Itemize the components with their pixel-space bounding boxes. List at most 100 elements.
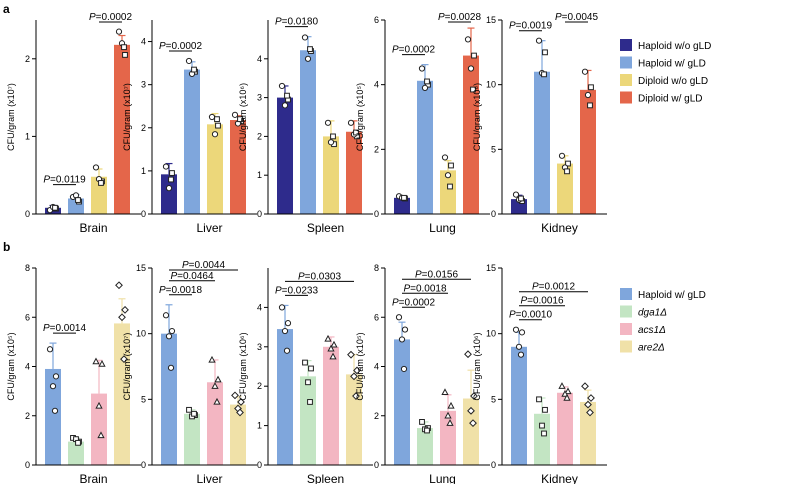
y-axis-label: CFU/gram (x10⁵) [355,332,365,400]
data-point [564,168,570,175]
legend-label: Haploid w/ gLD [638,59,706,70]
p-value-label: P=0.0016 [520,296,564,307]
legend-swatch [620,288,632,300]
bar [394,197,410,214]
data-point [347,119,355,126]
x-axis-label: Brain [79,221,107,235]
data-point [185,57,193,65]
y-tick-label: 8 [25,263,30,273]
data-point [352,392,360,400]
data-point [169,170,175,176]
data-point [517,351,525,358]
data-point [278,304,286,311]
y-tick-label: 0 [374,460,379,470]
panel-letter-b: b [3,240,10,254]
y-tick-label: 0 [491,460,496,470]
x-axis-label: Brain [79,472,107,484]
data-point [563,393,571,401]
y-tick-label: 0 [141,209,146,219]
x-axis-label: Kidney [541,472,578,484]
data-point [92,164,100,171]
bar [161,174,177,214]
bar [580,89,596,214]
bar [68,441,84,465]
data-point [353,129,359,136]
y-axis-label: CFU/gram (x10⁵) [355,83,365,151]
chart-b-brain: 0 2 4 6 8 CFU/gram (x10⁵) Brain P=0.0014 [6,263,141,484]
bar [184,69,200,214]
data-point [419,419,425,425]
data-point [324,119,332,126]
bar [45,368,61,465]
chart-a-kidney: 0 5 10 15 CFU/gram (x10⁶) Kidney P=0.0019P=0.0… [472,12,607,235]
p-value-label: P=0.0119 [43,175,86,186]
data-point [512,191,520,198]
data-point [584,400,592,409]
y-tick-label: 15 [136,263,146,273]
p-value-label: P=0.0180 [275,17,319,28]
data-point [52,373,60,380]
data-point [162,312,170,319]
data-point [213,397,221,405]
data-point [515,343,523,350]
data-point [441,154,449,161]
p-value-label: P=0.0002 [392,45,436,56]
y-axis-label: CFU/gram (x10⁷) [6,83,16,151]
y-tick-label: 0 [491,209,496,219]
bar [184,413,200,465]
data-point [75,197,81,203]
bar [440,410,456,465]
data-point [327,344,335,352]
bar [207,124,223,214]
data-point [98,180,104,186]
data-point [581,382,589,391]
chart-b-kidney: 0 5 10 15 CFU/gram (x10⁶) Kidney P=0.0010 P=0.0… [472,263,607,484]
bar [91,393,107,465]
data-point [565,160,571,167]
y-axis-label: CFU/gram (x10⁷) [122,333,132,401]
data-point [231,111,239,118]
bar [417,80,433,214]
p-value-label: P=0.0012 [532,282,576,293]
y-tick-label: 2 [374,144,379,154]
bar [207,382,223,465]
data-point [558,382,566,389]
y-tick-label: 2 [25,411,30,421]
data-point [448,162,454,169]
data-point [558,152,566,159]
data-point [470,392,478,400]
p-value-label: P=0.0010 [509,310,553,321]
data-point [304,55,312,62]
bar [323,136,339,214]
data-point [211,382,219,389]
data-point [536,396,542,403]
data-point [561,390,569,397]
bar [300,50,316,214]
data-point [467,406,475,415]
data-point [214,375,222,383]
panel-letter-a: a [3,2,10,16]
y-tick-label: 4 [374,362,379,372]
data-point [191,410,197,417]
data-point [52,204,58,211]
y-tick-label: 5 [141,394,146,404]
chart-b-liver: 0 5 10 15 CFU/gram (x10⁷) Liver P=0.0018 P=0.04… [122,260,257,484]
x-axis-label: Liver [196,472,222,484]
p-value-label: P=0.0018 [403,283,447,294]
data-point [92,357,100,365]
bar [323,346,339,465]
data-point [444,411,452,419]
x-axis-label: Lung [429,472,456,484]
data-point [541,71,547,78]
data-point [330,340,338,348]
data-point [168,327,176,335]
data-point [278,82,286,90]
data-point [237,116,243,123]
data-point [471,52,477,59]
data-point [535,37,543,44]
bar [534,71,550,214]
data-point [191,66,197,73]
legend-swatch [620,56,632,69]
data-point [447,401,455,409]
